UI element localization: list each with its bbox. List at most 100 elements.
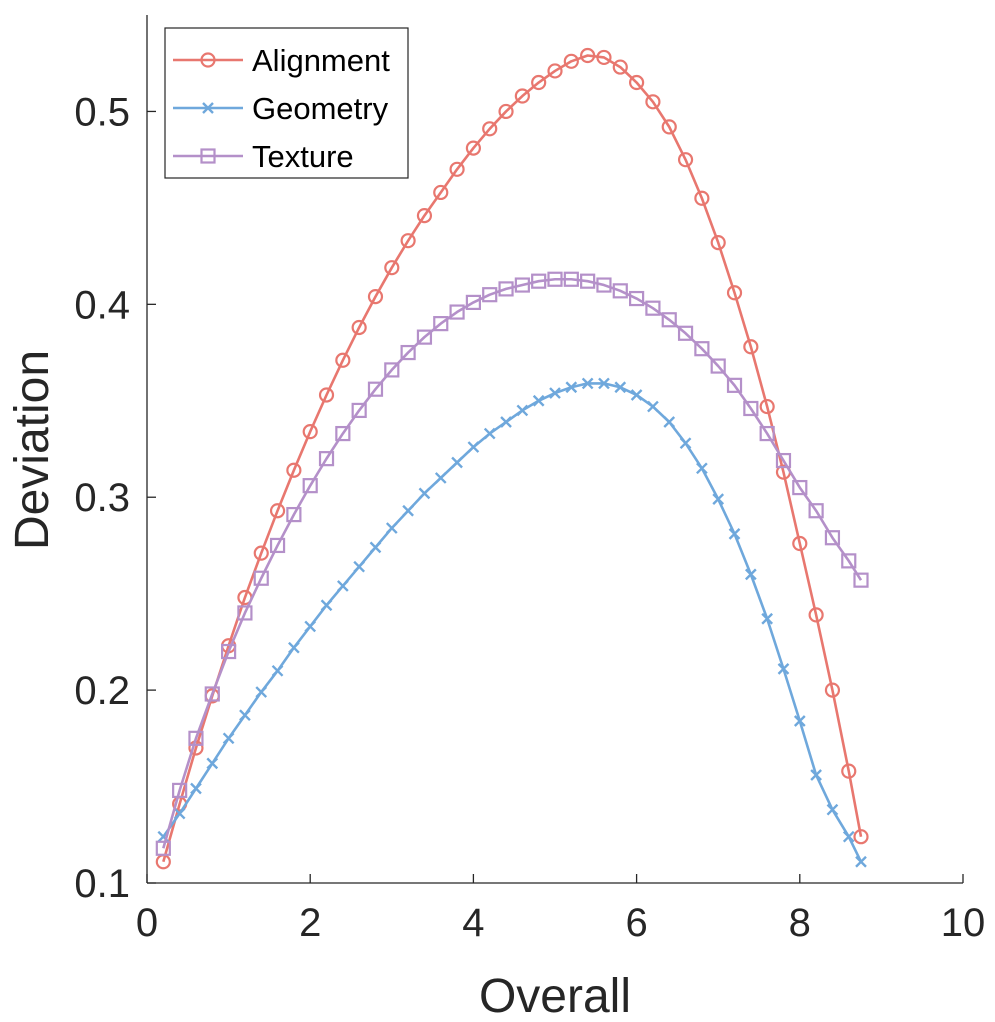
data-point-alignment [335, 352, 351, 368]
x-tick-label: 2 [299, 901, 321, 945]
data-point-geometry [855, 855, 867, 868]
data-point-geometry [320, 599, 333, 612]
data-point-geometry [810, 769, 822, 781]
data-point-texture [596, 277, 612, 293]
data-point-geometry [271, 664, 284, 677]
data-point-texture [563, 271, 579, 287]
data-point-alignment [547, 63, 563, 79]
data-point-alignment [433, 184, 449, 201]
data-point-alignment [628, 74, 645, 91]
data-point-geometry [255, 686, 268, 698]
x-tick-label: 4 [462, 901, 484, 945]
data-point-geometry [516, 404, 529, 417]
series-texture [155, 271, 869, 856]
legend-swatch-marker [202, 102, 214, 114]
data-point-texture [351, 402, 367, 419]
data-point-geometry [565, 381, 578, 394]
data-point-texture [172, 782, 188, 799]
data-point-geometry [483, 427, 496, 440]
data-point-geometry [712, 493, 725, 505]
data-point-geometry [598, 377, 610, 390]
data-point-alignment [302, 424, 318, 440]
legend-label: Alignment [252, 43, 390, 78]
data-point-geometry [369, 541, 382, 554]
data-point-texture [318, 451, 335, 467]
data-point-texture [628, 290, 645, 307]
data-point-geometry [206, 757, 219, 770]
data-point-texture [498, 281, 514, 297]
data-point-alignment [596, 49, 612, 66]
data-point-alignment [449, 161, 465, 177]
data-point-texture [743, 400, 759, 417]
data-point-geometry [222, 732, 235, 745]
data-point-texture [824, 530, 841, 546]
data-point-alignment [465, 140, 481, 156]
data-point-geometry [614, 381, 627, 394]
data-point-alignment [677, 152, 694, 168]
data-point-texture [726, 377, 743, 393]
data-point-texture [775, 452, 792, 469]
x-tick-label: 8 [789, 901, 811, 945]
data-point-alignment [645, 94, 661, 110]
data-point-geometry [288, 641, 300, 654]
legend-item-geometry: Geometry [173, 91, 389, 126]
data-point-texture [710, 358, 726, 374]
data-point-texture [155, 840, 171, 856]
data-point-alignment [498, 103, 514, 120]
data-point-geometry [451, 456, 463, 469]
data-point-texture [416, 329, 433, 345]
data-point-texture [204, 686, 220, 702]
x-tick-label: 10 [941, 901, 986, 945]
data-point-texture [808, 503, 824, 519]
data-point-alignment [710, 235, 726, 251]
data-point-geometry [696, 462, 708, 475]
data-point-alignment [661, 119, 677, 135]
legend-item-alignment: Alignment [173, 43, 390, 78]
data-point-alignment [514, 88, 530, 104]
data-point-geometry [663, 416, 676, 428]
data-point-geometry [239, 709, 251, 722]
data-point-alignment [580, 47, 596, 64]
y-tick-label: 0.3 [74, 476, 130, 520]
data-point-geometry [467, 441, 480, 453]
data-point-geometry [190, 782, 202, 795]
data-point-texture [482, 287, 498, 303]
data-point-texture [433, 316, 449, 332]
data-point-alignment [286, 462, 302, 478]
data-point-texture [269, 537, 286, 554]
data-point-texture [237, 605, 253, 621]
data-point-texture [302, 478, 318, 494]
data-point-geometry [679, 437, 692, 450]
data-point-alignment [416, 208, 433, 224]
data-point-texture [792, 479, 808, 496]
data-point-texture [612, 283, 628, 299]
y-tick-label: 0.5 [74, 90, 130, 134]
data-point-geometry [532, 394, 545, 407]
data-point-texture [645, 300, 661, 316]
data-point-texture [188, 730, 204, 746]
data-point-alignment [400, 233, 416, 249]
data-point-texture [853, 572, 869, 588]
legend-item-texture: Texture [173, 139, 354, 174]
data-point-alignment [853, 829, 869, 845]
data-point-geometry [336, 580, 349, 592]
data-point-alignment [318, 387, 335, 403]
data-point-geometry [434, 472, 447, 484]
data-point-texture [221, 643, 237, 660]
y-tick-label: 0.2 [74, 669, 130, 713]
data-point-texture [531, 273, 547, 289]
data-point-alignment [269, 503, 286, 519]
data-point-geometry [630, 389, 643, 401]
y-axis-title: Deviation [6, 350, 59, 550]
data-point-geometry [173, 807, 186, 820]
data-point-texture [677, 325, 694, 341]
data-point-geometry [304, 620, 317, 633]
data-point-alignment [367, 289, 384, 305]
data-point-geometry [402, 504, 414, 517]
data-point-texture [580, 273, 596, 289]
y-tick-label: 0.1 [74, 862, 130, 906]
data-point-geometry [761, 612, 774, 625]
data-point-geometry [647, 400, 659, 413]
data-point-alignment [808, 607, 824, 623]
data-point-alignment [384, 260, 400, 276]
